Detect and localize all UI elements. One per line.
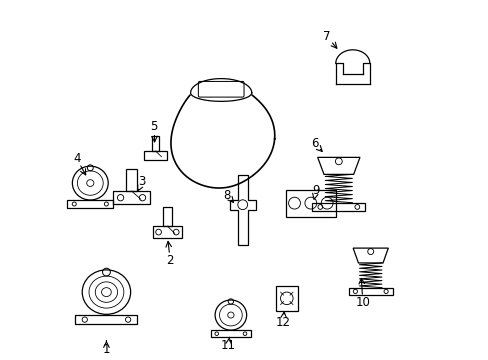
- Text: 11: 11: [221, 339, 235, 352]
- Text: 12: 12: [275, 316, 290, 329]
- Text: 10: 10: [355, 296, 369, 309]
- Polygon shape: [171, 81, 274, 188]
- Text: 9: 9: [312, 184, 319, 197]
- Text: 1: 1: [102, 343, 110, 356]
- Text: 8: 8: [223, 189, 230, 202]
- Text: 4: 4: [73, 152, 80, 165]
- Polygon shape: [190, 78, 251, 102]
- Text: 3: 3: [138, 175, 146, 188]
- Text: 2: 2: [166, 254, 174, 267]
- Text: 7: 7: [323, 30, 330, 43]
- Text: 6: 6: [310, 137, 318, 150]
- Text: 5: 5: [150, 121, 158, 134]
